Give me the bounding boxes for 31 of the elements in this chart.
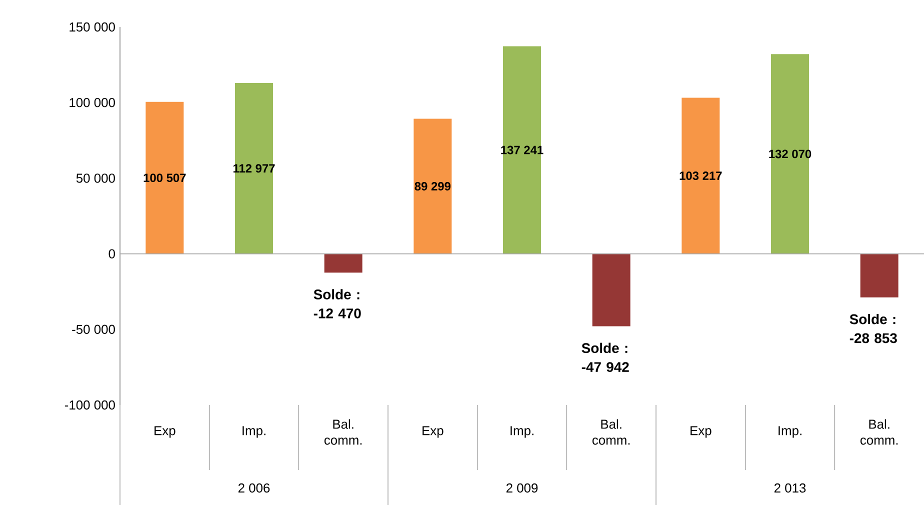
x-tick-label: Bal. comm. (592, 419, 630, 445)
bar (414, 118, 452, 254)
y-tick-label: 0 (108, 249, 115, 258)
data-label: 89 299 (414, 182, 450, 191)
x-tick-label: Exp (154, 426, 176, 438)
y-tick-label: 150 000 (70, 22, 115, 32)
y-tick-label: 50 000 (76, 174, 115, 183)
x-tick-label: Bal. comm. (324, 419, 362, 445)
bar (592, 254, 630, 326)
x-tick-label: Exp (422, 426, 444, 438)
data-label: Solde : -12 470 (314, 289, 361, 318)
bar (235, 82, 274, 254)
text: 2 009 (506, 483, 538, 493)
x-tick-label: Exp (690, 426, 712, 438)
bar (682, 98, 720, 254)
bar (324, 254, 362, 273)
text: 2 006 (238, 483, 270, 493)
bar (503, 46, 542, 254)
text: 2 013 (774, 483, 806, 493)
bar (146, 102, 184, 254)
y-tick-label: -50 000 (72, 324, 115, 334)
data-label: Solde : -28 853 (850, 314, 897, 344)
x-tick-label: Imp. (778, 426, 802, 438)
x-tick-label: Imp. (510, 426, 534, 438)
data-label: Solde : -47 942 (582, 342, 629, 372)
y-tick-label: 100 000 (70, 98, 115, 108)
x-tick-label: Imp. (242, 426, 266, 438)
x-tick-label: Bal. comm. (860, 419, 898, 445)
y-tick-label: -100 000 (64, 400, 115, 410)
bar (771, 54, 810, 254)
bar (860, 254, 898, 298)
